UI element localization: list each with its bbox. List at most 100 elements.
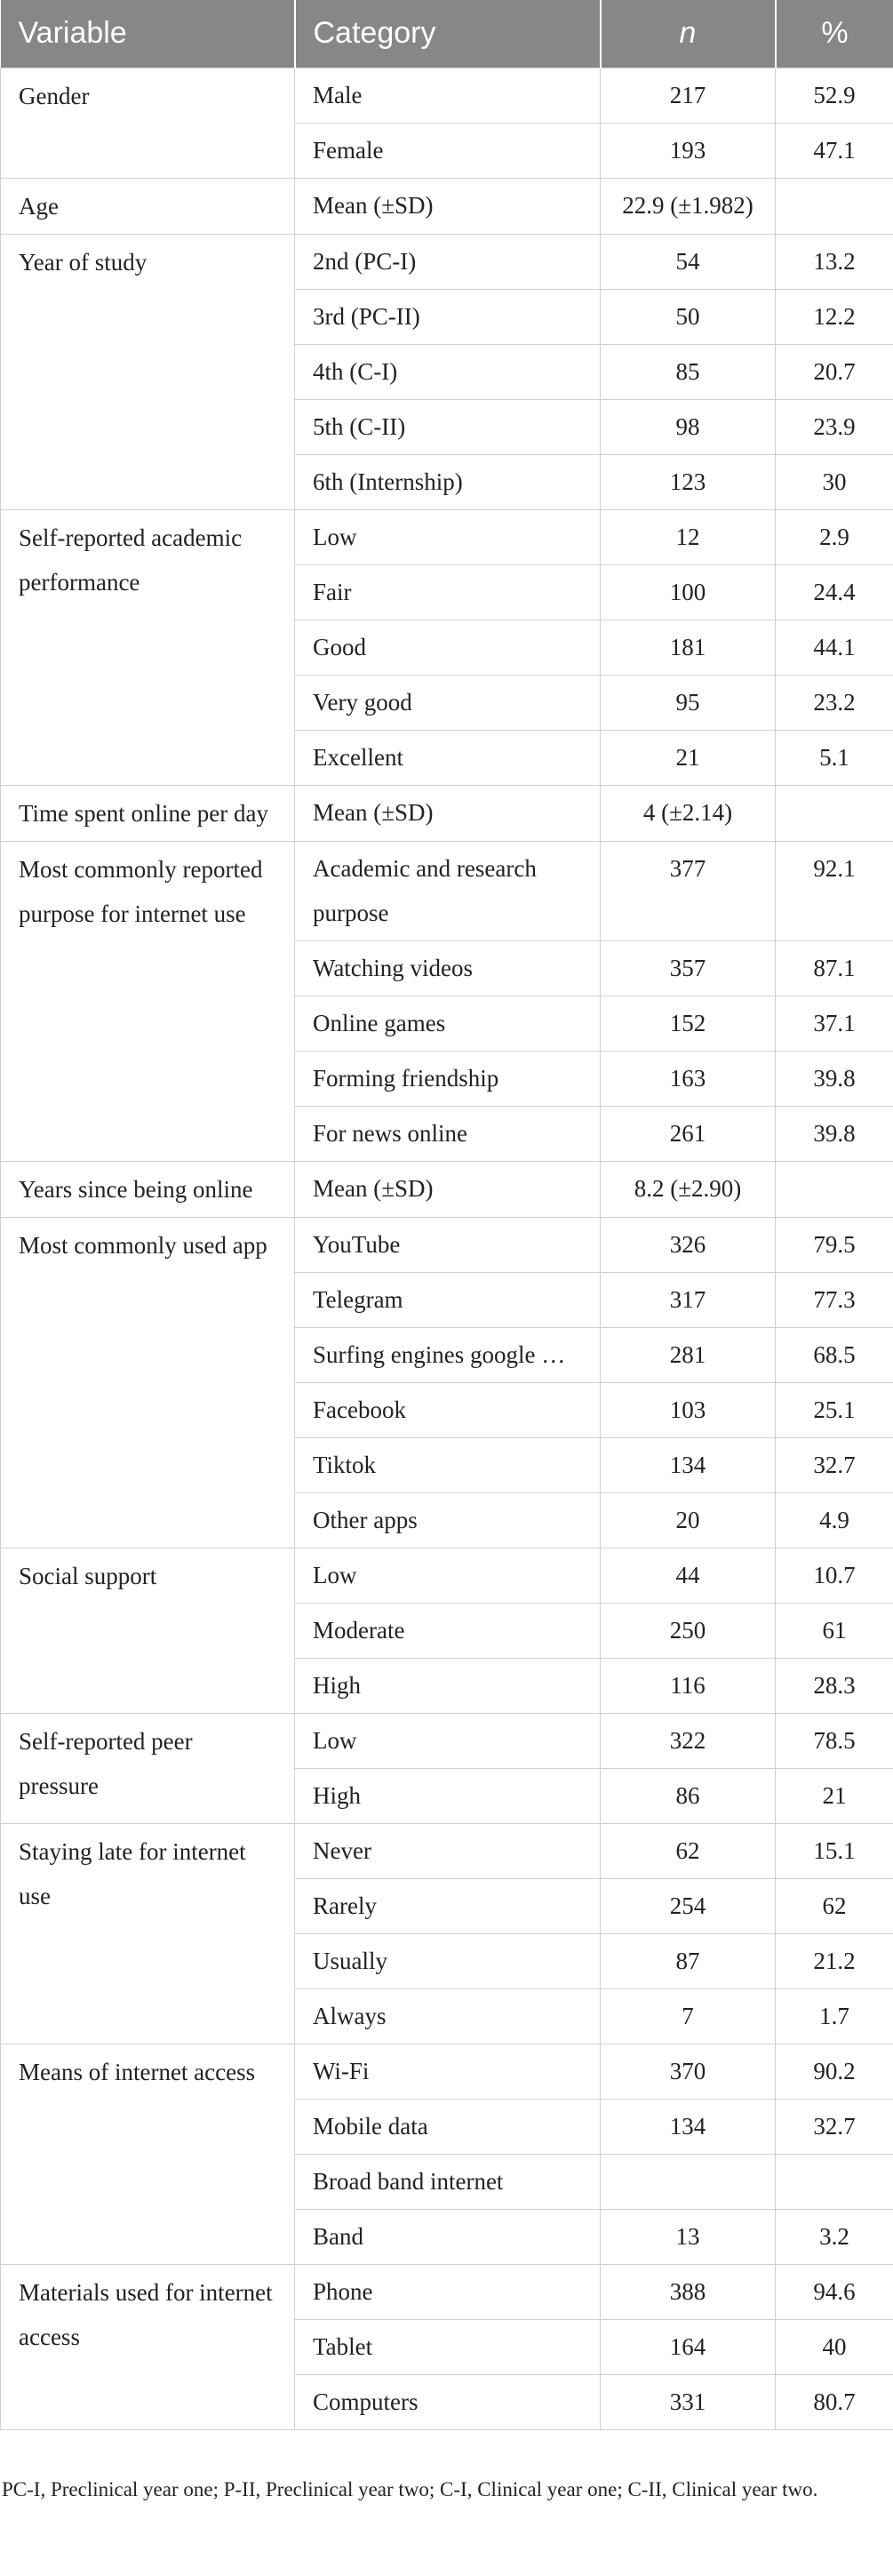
table-row: Means of internet access Wi-Fi 370 90.2	[0, 2043, 893, 2265]
variable-cell: Most commonly reported purpose for inter…	[0, 840, 295, 1162]
category-cell: Computers	[294, 2373, 601, 2430]
variable-cell: Time spent online per day	[0, 784, 295, 842]
percent-cell: 62	[775, 1877, 893, 1934]
count-cell: 164	[600, 2318, 776, 2375]
category-cell: 4th (C-I)	[294, 343, 601, 400]
table-row: Tablet 164 40	[1, 2318, 893, 2375]
table-row: For news online 261 39.8	[1, 1105, 893, 1162]
table-row: Rarely 254 62	[1, 1877, 893, 1934]
category-cell: Other apps	[294, 1492, 601, 1548]
category-cell: 6th (Internship)	[294, 453, 601, 510]
percent-cell: 25.1	[775, 1381, 893, 1438]
table-row: Excellent 21 5.1	[1, 729, 893, 786]
count-cell: 326	[600, 1216, 776, 1273]
percent-cell: 39.8	[775, 1105, 893, 1162]
variable-cell: Means of internet access	[0, 2043, 295, 2265]
count-cell: 44	[600, 1547, 776, 1604]
table-container: Variable Category n % Gender Male 217 52.9 F…	[0, 0, 893, 2500]
count-cell: 357	[600, 940, 776, 996]
percent-cell: 28.3	[775, 1657, 893, 1714]
count-cell: 152	[600, 995, 776, 1052]
category-cell: Low	[294, 508, 601, 565]
count-cell: 181	[600, 619, 776, 676]
table-row: Gender Male 217 52.9	[0, 67, 893, 179]
percent-cell: 78.5	[775, 1712, 893, 1769]
percent-cell: 5.1	[775, 729, 893, 786]
category-cell: Good	[294, 619, 601, 676]
percent-cell: 68.5	[775, 1326, 893, 1383]
percent-cell: 52.9	[775, 67, 893, 124]
category-cell: Low	[294, 1547, 601, 1604]
variable-cell: Age	[0, 177, 295, 235]
category-cell: Always	[294, 1988, 601, 2044]
table-row: Time spent online per day Mean (±SD) 4 (±2…	[0, 784, 893, 842]
percent-cell: 47.1	[775, 122, 893, 179]
category-cell: Phone	[294, 2263, 601, 2320]
percent-cell	[775, 1160, 893, 1218]
table-row: Good 181 44.1	[1, 619, 893, 676]
variable-cell: Self-reported peer pressure	[0, 1712, 295, 1824]
table-row: Other apps 20 4.9	[1, 1492, 893, 1548]
percent-cell: 44.1	[775, 619, 893, 676]
percent-cell: 24.4	[775, 564, 893, 620]
count-cell: 4 (±2.14)	[600, 784, 776, 842]
category-cell: Mean (±SD)	[294, 177, 601, 235]
characteristics-table: Variable Category n % Gender Male 217 52.9 F…	[0, 0, 893, 2430]
category-cell: Forming friendship	[294, 1050, 601, 1107]
table-row: Self-reported peer pressure Low 322 78.5	[0, 1712, 893, 1824]
percent-cell: 10.7	[775, 1547, 893, 1604]
percent-cell: 23.9	[775, 398, 893, 455]
category-cell: Wi-Fi	[294, 2043, 601, 2100]
variable-cell: Most commonly used app	[0, 1216, 295, 1548]
variable-cell: Social support	[0, 1547, 295, 1714]
percent-cell: 1.7	[775, 1988, 893, 2044]
count-cell: 322	[600, 1712, 776, 1769]
percent-cell: 90.2	[775, 2043, 893, 2100]
table-row: Most commonly used app YouTube 326 79.5	[0, 1216, 893, 1548]
count-cell: 134	[600, 2098, 776, 2155]
table-row: 6th (Internship) 123 30	[1, 453, 893, 510]
category-cell: YouTube	[294, 1216, 601, 1273]
table-row: Band 13 3.2	[1, 2208, 893, 2265]
percent-cell: 37.1	[775, 995, 893, 1052]
category-cell: For news online	[294, 1105, 601, 1162]
table-row: Usually 87 21.2	[1, 1932, 893, 1989]
table-row: 5th (C-II) 98 23.9	[1, 398, 893, 455]
percent-cell: 94.6	[775, 2263, 893, 2320]
category-cell: Tiktok	[294, 1436, 601, 1493]
percent-cell	[775, 2153, 893, 2210]
table-row: Online games 152 37.1	[1, 995, 893, 1052]
table-row: Forming friendship 163 39.8	[1, 1050, 893, 1107]
category-cell: Female	[294, 122, 601, 179]
category-cell: Fair	[294, 564, 601, 620]
header-n: n	[600, 0, 777, 68]
table-row: Facebook 103 25.1	[1, 1381, 893, 1438]
count-cell: 116	[600, 1657, 776, 1714]
category-cell: Telegram	[294, 1271, 601, 1328]
percent-cell: 2.9	[775, 508, 893, 565]
category-cell: High	[294, 1657, 601, 1714]
count-cell: 22.9 (±1.982)	[600, 177, 776, 235]
category-cell: Band	[294, 2208, 601, 2265]
category-cell: 3rd (PC-II)	[294, 288, 601, 345]
percent-cell: 79.5	[775, 1216, 893, 1273]
count-cell: 13	[600, 2208, 776, 2265]
table-row: Telegram 317 77.3	[1, 1271, 893, 1328]
count-cell: 86	[600, 1767, 776, 1824]
percent-cell: 23.2	[775, 674, 893, 731]
table-row: Broad band internet	[1, 2153, 893, 2210]
count-cell: 21	[600, 729, 776, 786]
category-cell: Excellent	[294, 729, 601, 786]
count-cell: 250	[600, 1602, 776, 1659]
percent-cell: 20.7	[775, 343, 893, 400]
table-row: Staying late for internet use Never 62 15.1	[0, 1822, 893, 2044]
count-cell: 7	[600, 1988, 776, 2044]
count-cell: 388	[600, 2263, 776, 2320]
table-row: Fair 100 24.4	[1, 564, 893, 620]
category-cell: Academic and research purpose	[294, 840, 601, 941]
count-cell: 123	[600, 453, 776, 510]
category-cell: Facebook	[294, 1381, 601, 1438]
percent-cell: 15.1	[775, 1822, 893, 1879]
variable-cell: Gender	[0, 67, 295, 179]
table-body: Gender Male 217 52.9 Female 193 47.1 Age Mean (±…	[0, 67, 893, 2430]
